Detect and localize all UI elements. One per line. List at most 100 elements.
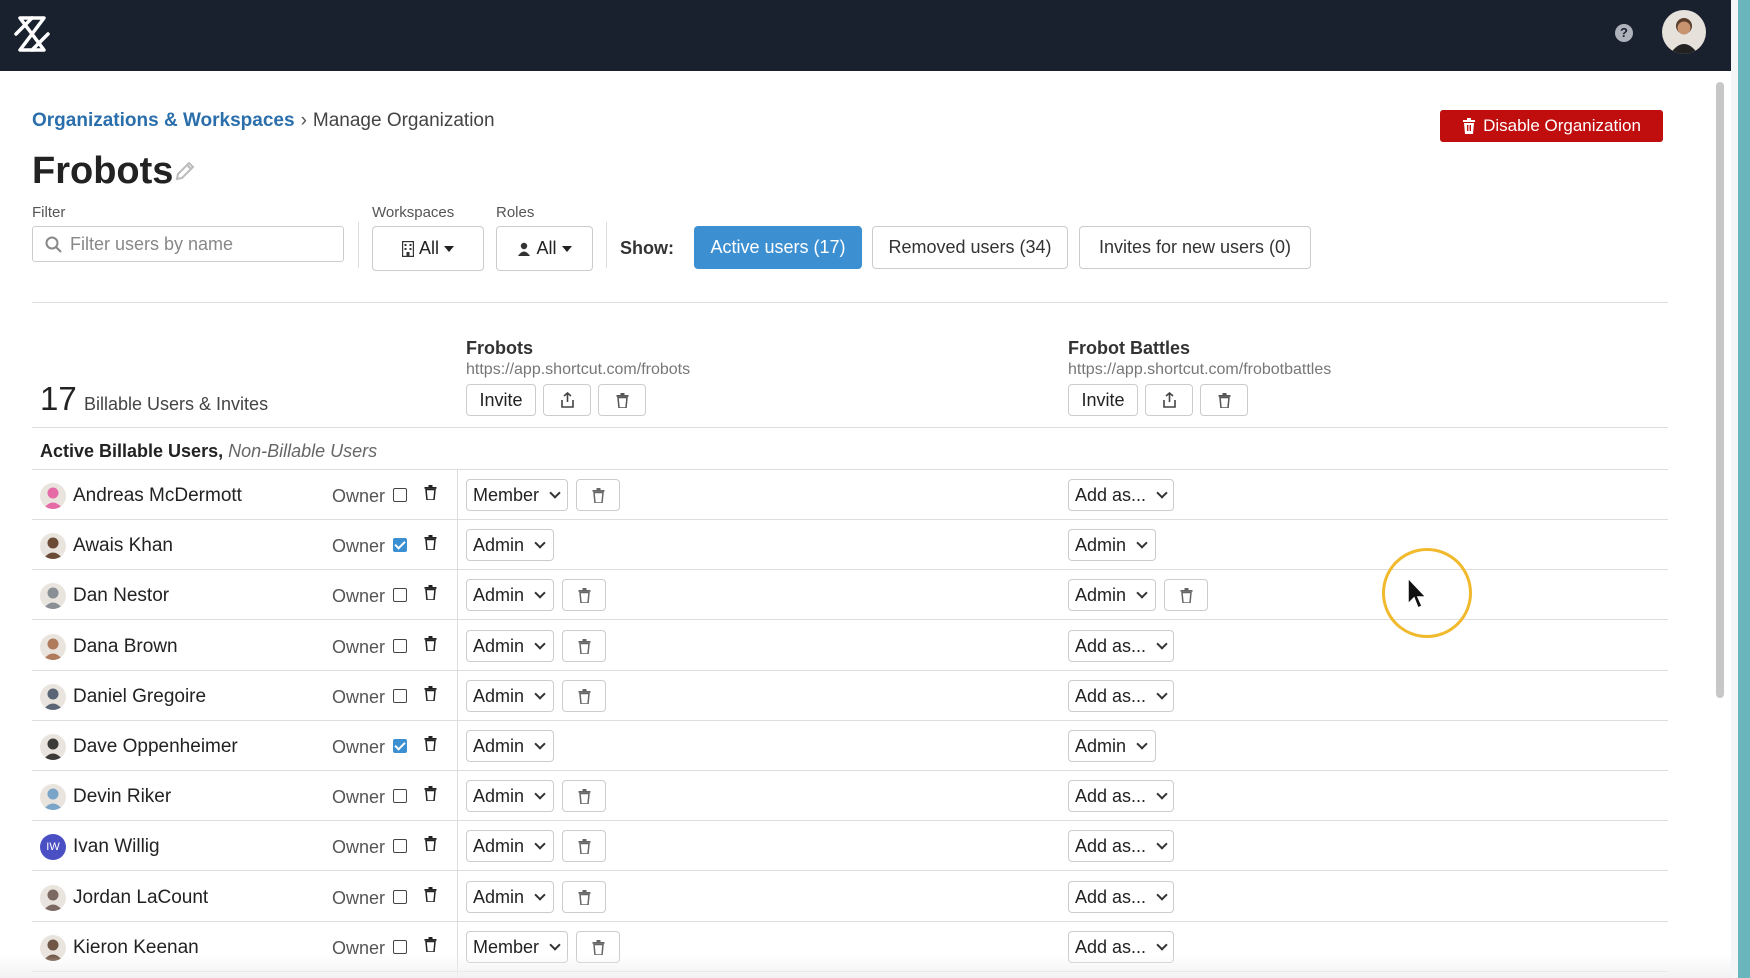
- tab-active-users[interactable]: Active users (17): [694, 226, 862, 269]
- chevron-down-icon: [1156, 638, 1168, 650]
- click-highlight: [1382, 548, 1472, 638]
- export-button[interactable]: [1145, 384, 1193, 416]
- invite-button[interactable]: Invite: [1068, 384, 1138, 416]
- remove-user-button[interactable]: [424, 887, 440, 905]
- table-row: Dave Oppenheimer Owner Admin Admin: [32, 721, 1668, 771]
- remove-user-button[interactable]: [424, 836, 440, 854]
- remove-from-workspace-button[interactable]: [562, 630, 606, 662]
- role-value: Admin: [473, 785, 525, 806]
- remove-user-button[interactable]: [424, 535, 440, 553]
- remove-user-button[interactable]: [424, 736, 440, 754]
- workspace-role-select[interactable]: Admin: [1068, 730, 1156, 762]
- breadcrumb-link-organizations[interactable]: Organizations & Workspaces: [32, 110, 295, 131]
- workspace-role-select[interactable]: Admin: [466, 579, 554, 611]
- export-button[interactable]: [543, 384, 591, 416]
- divider: [32, 302, 1668, 303]
- remove-from-workspace-button[interactable]: [576, 479, 620, 511]
- delete-workspace-button[interactable]: [1200, 384, 1248, 416]
- owner-label: Owner: [332, 536, 386, 556]
- remove-user-button[interactable]: [424, 937, 440, 955]
- tab-invites[interactable]: Invites for new users (0): [1079, 226, 1311, 269]
- user-name: Daniel Gregoire: [73, 686, 207, 707]
- workspace-role-select[interactable]: Add as...: [1068, 680, 1174, 712]
- remove-user-button[interactable]: [424, 636, 440, 654]
- table-row: Dan Nestor Owner Admin Admin: [32, 570, 1668, 620]
- workspace-role-select[interactable]: Add as...: [1068, 630, 1174, 662]
- workspace-role-select[interactable]: Admin: [466, 730, 554, 762]
- workspace-role-select[interactable]: Admin: [1068, 529, 1156, 561]
- divider: [606, 222, 607, 268]
- owner-checkbox[interactable]: [393, 639, 407, 653]
- workspace-role-select[interactable]: Admin: [466, 780, 554, 812]
- invite-button[interactable]: Invite: [466, 384, 536, 416]
- remove-user-button[interactable]: [424, 485, 440, 503]
- roles-label: Roles: [496, 204, 535, 221]
- remove-from-workspace-button[interactable]: [1164, 579, 1208, 611]
- user-name: Ivan Willig: [73, 836, 160, 857]
- pencil-icon[interactable]: [174, 160, 196, 182]
- workspace-role-select[interactable]: Admin: [466, 630, 554, 662]
- trash-icon: [424, 786, 437, 802]
- user-name: Devin Riker: [73, 786, 172, 807]
- remove-user-button[interactable]: [424, 686, 440, 704]
- workspace-role-select[interactable]: Add as...: [1068, 830, 1174, 862]
- owner-checkbox[interactable]: [393, 689, 407, 703]
- workspace-role-select[interactable]: Admin: [466, 529, 554, 561]
- trash-icon: [578, 688, 590, 704]
- owner-checkbox[interactable]: [393, 839, 407, 853]
- owner-checkbox[interactable]: [393, 940, 407, 954]
- remove-from-workspace-button[interactable]: [562, 680, 606, 712]
- owner-checkbox[interactable]: [393, 488, 407, 502]
- workspace-name: Frobot Battles: [1068, 338, 1191, 358]
- trash-icon: [424, 485, 437, 501]
- workspace-role-select[interactable]: Member: [466, 479, 568, 511]
- owner-checkbox[interactable]: [393, 739, 407, 753]
- owner-checkbox[interactable]: [393, 789, 407, 803]
- trash-icon: [424, 585, 437, 601]
- remove-user-button[interactable]: [424, 786, 440, 804]
- workspace-role-select[interactable]: Admin: [466, 680, 554, 712]
- table-row: Andreas McDermott Owner Member Add as...: [32, 470, 1668, 520]
- share-icon: [1162, 392, 1176, 408]
- user-name: Andreas McDermott: [73, 485, 242, 506]
- workspace-role-select[interactable]: Admin: [1068, 579, 1156, 611]
- owner-checkbox[interactable]: [393, 890, 407, 904]
- trash-icon: [592, 939, 604, 955]
- remove-from-workspace-button[interactable]: [562, 780, 606, 812]
- avatar: IW: [40, 834, 66, 860]
- owner-label: Owner: [332, 938, 386, 958]
- tab-removed-users[interactable]: Removed users (34): [872, 226, 1068, 269]
- workspaces-dropdown[interactable]: All: [372, 226, 484, 271]
- scrollbar-thumb[interactable]: [1716, 82, 1724, 698]
- help-icon[interactable]: ?: [1615, 24, 1633, 42]
- workspace-role-select[interactable]: Add as...: [1068, 780, 1174, 812]
- remove-from-workspace-button[interactable]: [562, 830, 606, 862]
- trash-icon: [424, 887, 437, 903]
- workspace-role-select[interactable]: Admin: [466, 830, 554, 862]
- delete-workspace-button[interactable]: [598, 384, 646, 416]
- breadcrumb-separator: ›: [300, 110, 307, 131]
- remove-from-workspace-button[interactable]: [562, 881, 606, 913]
- user-avatar[interactable]: [1662, 10, 1706, 54]
- roles-dropdown[interactable]: All: [496, 226, 593, 271]
- workspace-role-select[interactable]: Add as...: [1068, 479, 1174, 511]
- remove-user-button[interactable]: [424, 585, 440, 603]
- owner-label: Owner: [332, 586, 386, 606]
- filter-users-input[interactable]: [70, 233, 330, 255]
- owner-checkbox[interactable]: [393, 588, 407, 602]
- user-name: Dave Oppenheimer: [73, 736, 238, 757]
- disable-organization-button[interactable]: Disable Organization: [1440, 110, 1663, 142]
- avatar: [40, 533, 66, 559]
- chevron-down-icon: [1136, 587, 1148, 599]
- building-icon: [401, 240, 414, 257]
- table-row: IW Ivan Willig Owner Admin Add as...: [32, 821, 1668, 871]
- workspace-role-select[interactable]: Add as...: [1068, 881, 1174, 913]
- owner-checkbox[interactable]: [393, 538, 407, 552]
- owner-label: Owner: [332, 888, 386, 908]
- chevron-down-icon: [549, 939, 561, 951]
- billable-count: 17: [40, 380, 77, 417]
- remove-from-workspace-button[interactable]: [562, 579, 606, 611]
- trash-icon: [424, 836, 437, 852]
- shortcut-logo-icon[interactable]: [12, 14, 52, 54]
- workspace-role-select[interactable]: Admin: [466, 881, 554, 913]
